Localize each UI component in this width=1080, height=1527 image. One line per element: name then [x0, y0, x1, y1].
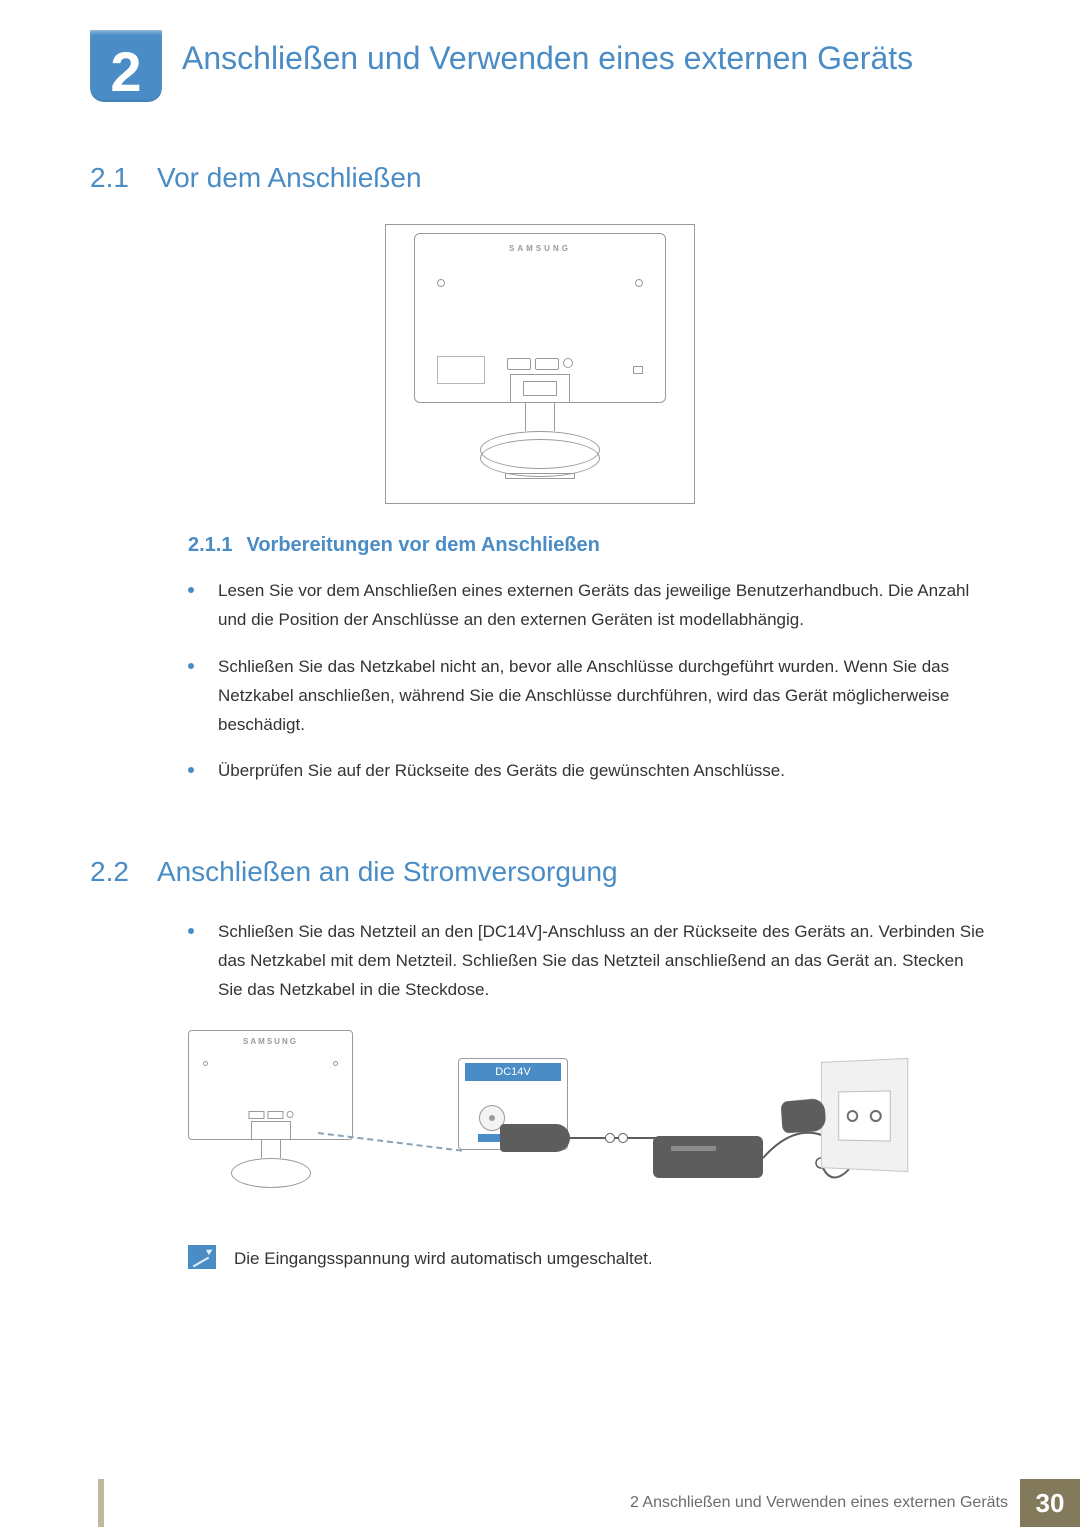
power-adapter-brick-icon [653, 1136, 763, 1178]
preparation-list: Lesen Sie vor dem Anschließen eines exte… [188, 577, 990, 786]
section-heading-2-2: 2.2 Anschließen an die Stromversorgung [90, 856, 990, 888]
section-title: Vor dem Anschließen [157, 162, 422, 194]
note-pencil-icon [188, 1245, 216, 1269]
stand-mount-icon [510, 374, 570, 402]
page-footer: 2 Anschließen und Verwenden eines extern… [0, 1479, 1080, 1527]
footer-chapter-label: 2 Anschließen und Verwenden eines extern… [630, 1494, 1020, 1512]
list-item: Schließen Sie das Netzkabel nicht an, be… [188, 653, 990, 740]
stand-base-icon [480, 431, 600, 479]
kensington-lock-icon [633, 366, 643, 374]
wall-outlet-illustration [821, 1058, 908, 1172]
monitor-rear-figure: SAMSUNG [90, 224, 990, 504]
subsection-title: Vorbereitungen vor dem Anschließen [246, 534, 599, 557]
vesa-screw-icon [437, 279, 445, 287]
page-number-badge: 30 [1020, 1479, 1080, 1527]
power-plug-icon [781, 1098, 827, 1134]
rating-label-icon [437, 356, 485, 384]
section-heading-2-1: 2.1 Vor dem Anschließen [90, 162, 990, 194]
dc-port-label: DC14V [465, 1063, 561, 1081]
figure-frame: SAMSUNG [385, 224, 695, 504]
subsection-number: 2.1.1 [188, 534, 232, 557]
monitor-body-illustration: SAMSUNG [414, 233, 666, 403]
port-group [507, 358, 573, 370]
list-item: Überprüfen Sie auf der Rückseite des Ger… [188, 757, 990, 786]
stand-neck-icon [525, 403, 555, 431]
section-title: Anschließen an die Stromversorgung [157, 856, 618, 888]
note-text: Die Eingangsspannung wird automatisch um… [234, 1245, 653, 1272]
section-number: 2.2 [90, 856, 129, 888]
power-connection-figure: SAMSUNG DC14V [188, 1030, 908, 1220]
chapter-header: 2 Anschließen und Verwenden eines extern… [90, 30, 990, 102]
chapter-number-badge: 2 [90, 30, 162, 102]
dc-port-icon [563, 358, 573, 368]
subsection-heading-2-1-1: 2.1.1 Vorbereitungen vor dem Anschließen [188, 534, 990, 557]
power-instructions-list: Schließen Sie das Netzteil an den [DC14V… [188, 918, 990, 1005]
chapter-title: Anschließen und Verwenden eines externen… [182, 30, 913, 78]
port-icon [507, 358, 531, 370]
monitor-brand-label: SAMSUNG [189, 1037, 352, 1046]
vesa-screw-icon [635, 279, 643, 287]
section-number: 2.1 [90, 162, 129, 194]
monitor-brand-label: SAMSUNG [415, 244, 665, 253]
monitor-rear-small-illustration: SAMSUNG [188, 1030, 353, 1188]
list-item: Lesen Sie vor dem Anschließen eines exte… [188, 577, 990, 635]
list-item: Schließen Sie das Netzteil an den [DC14V… [188, 918, 990, 1005]
adapter-plug-illustration [478, 1124, 660, 1152]
note-row: Die Eingangsspannung wird automatisch um… [188, 1245, 990, 1272]
port-icon [535, 358, 559, 370]
